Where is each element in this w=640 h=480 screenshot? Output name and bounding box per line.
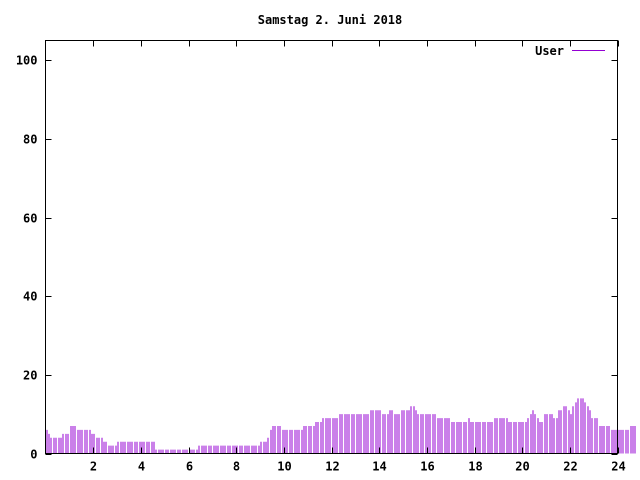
y-tick-label: 100 (16, 54, 38, 68)
x-tick-label: 14 (372, 460, 386, 474)
x-tick-label: 18 (468, 460, 482, 474)
x-tick-label: 22 (563, 460, 577, 474)
legend: User (535, 44, 605, 58)
series-bars (46, 398, 636, 454)
y-tick-label: 0 (30, 448, 37, 462)
x-tick-label: 24 (611, 460, 625, 474)
x-tick-label: 16 (420, 460, 434, 474)
plot-frame (45, 40, 618, 454)
x-tick-label: 4 (138, 460, 145, 474)
x-tick-label: 2 (90, 460, 97, 474)
chart-title: Samstag 2. Juni 2018 (258, 13, 403, 27)
y-tick-label: 60 (23, 212, 37, 226)
y-tick-label: 40 (23, 290, 37, 304)
x-tick-label: 12 (325, 460, 339, 474)
legend-label-user: User (535, 44, 564, 58)
y-tick-label: 20 (23, 369, 37, 383)
x-tick-label: 6 (186, 460, 193, 474)
y-tick-label: 80 (23, 133, 37, 147)
x-tick-label: 10 (277, 460, 291, 474)
x-tick-label: 8 (233, 460, 240, 474)
x-tick-label: 20 (515, 460, 529, 474)
